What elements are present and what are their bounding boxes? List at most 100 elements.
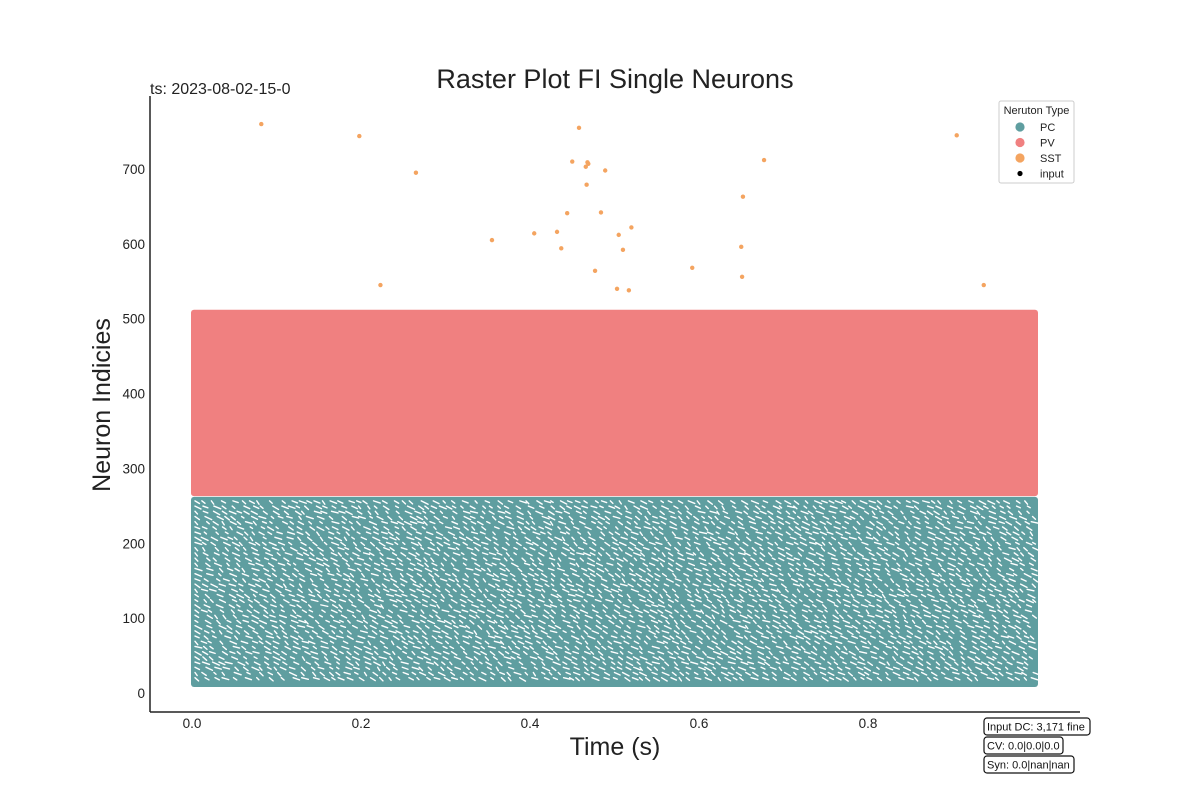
- pc-gap-mark: [409, 515, 418, 521]
- pc-gap-mark: [619, 650, 624, 655]
- x-axis-ticks: 0.0 0.2 0.4 0.6 0.8: [183, 716, 878, 731]
- pc-gap-mark: [255, 676, 260, 681]
- pc-gap-mark: [953, 536, 960, 541]
- pc-gap-mark: [372, 500, 381, 504]
- pc-gap-mark: [484, 640, 490, 645]
- pc-gap-mark: [680, 604, 685, 608]
- pc-gap-mark: [914, 635, 922, 640]
- pc-gap-mark: [603, 526, 608, 530]
- pc-gap-mark: [608, 656, 614, 660]
- pc-gap-mark: [237, 661, 246, 666]
- sst-spike-point: [629, 225, 634, 230]
- pc-gap-mark: [966, 572, 973, 577]
- pc-gap-mark: [381, 624, 389, 629]
- pc-gap-mark: [346, 676, 354, 681]
- pc-gap-mark: [920, 604, 929, 609]
- pc-gap-mark: [379, 640, 385, 645]
- pc-gap-mark: [823, 526, 828, 531]
- pc-gap-mark: [399, 562, 404, 566]
- pc-gap-mark: [450, 650, 458, 656]
- pc-gap-mark: [571, 661, 578, 666]
- pc-gap-mark: [1008, 593, 1013, 598]
- pc-gap-mark: [986, 656, 995, 661]
- pc-gap-mark: [784, 500, 792, 505]
- pc-gap-mark: [839, 614, 844, 620]
- pc-gap-mark: [450, 562, 455, 567]
- pc-gap-mark: [464, 572, 469, 578]
- pc-gap-mark: [785, 520, 791, 525]
- pc-gap-mark: [469, 510, 479, 514]
- pc-gap-mark: [569, 552, 575, 556]
- pc-gap-mark: [921, 541, 929, 546]
- pc-gap-mark: [1022, 650, 1028, 655]
- pc-gap-mark: [1024, 609, 1033, 613]
- pc-gap-mark: [673, 505, 679, 510]
- pc-gap-mark: [486, 666, 492, 670]
- pc-gap-mark: [913, 505, 919, 510]
- pc-gap-mark: [398, 588, 404, 593]
- pc-gap-mark: [746, 614, 753, 619]
- pc-gap-mark: [252, 650, 260, 654]
- pc-gap-mark: [772, 619, 781, 625]
- pc-gap-mark: [820, 635, 826, 640]
- pc-gap-mark: [906, 526, 911, 530]
- pc-gap-mark: [330, 552, 338, 557]
- pc-gap-mark: [584, 640, 589, 645]
- pc-gap-mark: [926, 588, 933, 592]
- pc-gap-mark: [252, 520, 257, 526]
- pc-gap-mark: [857, 661, 866, 665]
- pc-gap-mark: [262, 536, 267, 540]
- pc-gap-mark: [473, 650, 481, 656]
- pc-gap-mark: [558, 635, 563, 640]
- pc-gap-mark: [791, 650, 799, 655]
- x-tick-label: 0.2: [352, 716, 371, 731]
- pc-gap-mark: [440, 598, 445, 602]
- pc-gap-mark: [262, 588, 270, 592]
- pc-gap-mark: [924, 635, 929, 640]
- pc-gap-mark: [900, 510, 904, 515]
- pc-gap-mark: [657, 598, 665, 604]
- legend-entry-label: PC: [1040, 122, 1055, 134]
- y-tick-label: 700: [122, 162, 145, 177]
- pc-gap-mark: [867, 640, 872, 645]
- pc-gap-mark: [888, 593, 897, 598]
- pc-gap-mark: [769, 572, 778, 577]
- pc-gap-mark: [730, 557, 736, 562]
- pc-gap-mark: [684, 588, 692, 594]
- pc-gap-mark: [541, 661, 546, 666]
- pc-gap-mark: [961, 661, 966, 665]
- pc-gap-mark: [712, 666, 716, 670]
- pc-gap-mark: [265, 635, 275, 639]
- pc-gap-mark: [253, 598, 260, 604]
- pc-gap-mark: [829, 635, 838, 639]
- pc-gap-mark: [256, 500, 260, 505]
- pc-gap-mark: [719, 520, 726, 525]
- pc-gap-mark: [985, 526, 991, 531]
- pc-gap-mark: [817, 609, 824, 613]
- pc-gap-mark: [516, 510, 524, 516]
- pc-gap-mark: [701, 630, 706, 635]
- pc-gap-mark: [248, 562, 255, 566]
- pc-gap-mark: [438, 505, 447, 510]
- pc-gap-mark: [364, 567, 370, 572]
- pc-gap-mark: [203, 578, 209, 582]
- pc-gap-mark: [957, 557, 964, 563]
- pc-gap-mark: [570, 520, 575, 525]
- y-tick-label: 100: [122, 611, 145, 626]
- pc-gap-mark: [500, 676, 506, 682]
- pc-gap-mark: [271, 557, 278, 561]
- pc-gap-mark: [500, 593, 506, 599]
- pc-gap-mark: [201, 661, 211, 666]
- pc-gap-mark: [1019, 562, 1025, 567]
- pc-gap-mark: [683, 583, 688, 588]
- pc-gap-mark: [250, 515, 259, 520]
- pc-gap-mark: [971, 630, 977, 634]
- pc-gap-mark: [991, 614, 997, 619]
- pc-gap-mark: [837, 541, 843, 547]
- pc-gap-mark: [194, 526, 201, 530]
- pc-gap-mark: [535, 604, 541, 608]
- pc-gap-mark: [674, 593, 680, 599]
- pc-gap-mark: [659, 562, 664, 568]
- pc-gap-mark: [309, 635, 314, 640]
- pc-gap-mark: [1002, 614, 1010, 620]
